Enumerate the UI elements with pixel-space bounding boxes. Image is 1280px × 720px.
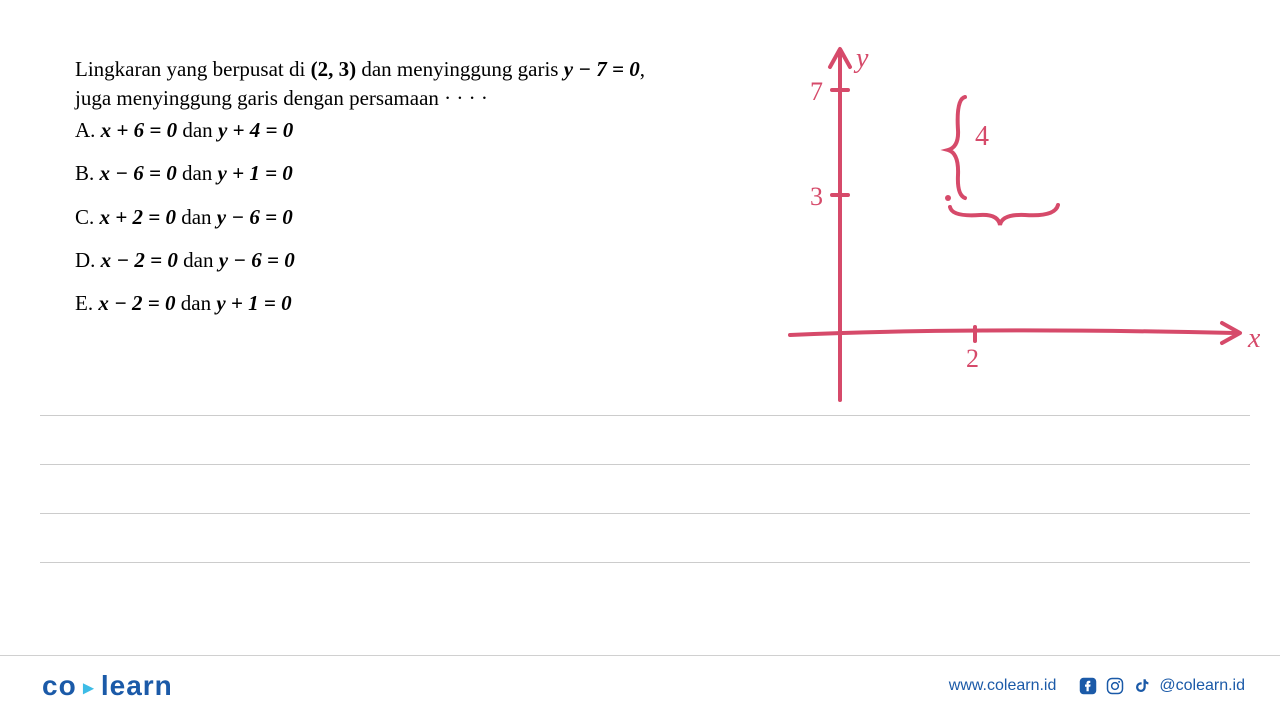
sketch-svg: y x 7 3 2 4 bbox=[770, 35, 1260, 415]
center-dot bbox=[945, 195, 951, 201]
opt-c-eq1: x + 2 = 0 bbox=[100, 205, 176, 229]
footer-url: www.colearn.id bbox=[949, 677, 1057, 695]
brand-logo: co ▸ learn bbox=[42, 670, 173, 702]
opt-c-label: C. bbox=[75, 205, 100, 229]
option-a: A. x + 6 = 0 dan y + 4 = 0 bbox=[75, 116, 755, 145]
rule-line bbox=[40, 562, 1250, 563]
opt-a-label: A. bbox=[75, 118, 101, 142]
opt-d-label: D. bbox=[75, 248, 101, 272]
social-icons: @colearn.id bbox=[1078, 676, 1245, 696]
question-text: Lingkaran yang berpusat di (2, 3) dan me… bbox=[75, 55, 755, 114]
curly-brace-horizontal bbox=[950, 205, 1058, 225]
curly-brace-vertical bbox=[948, 97, 965, 198]
opt-a-eq2: y + 4 = 0 bbox=[218, 118, 293, 142]
opt-c-conj: dan bbox=[176, 205, 217, 229]
label-7: 7 bbox=[810, 77, 823, 106]
opt-b-conj: dan bbox=[177, 161, 218, 185]
opt-b-eq2: y + 1 = 0 bbox=[218, 161, 293, 185]
q-line1-mid: dan menyinggung garis bbox=[356, 57, 564, 81]
logo-co: co bbox=[42, 670, 77, 701]
option-c: C. x + 2 = 0 dan y − 6 = 0 bbox=[75, 203, 755, 232]
writing-lines bbox=[40, 415, 1250, 611]
label-4: 4 bbox=[975, 121, 989, 152]
footer-handle: @colearn.id bbox=[1159, 677, 1245, 695]
option-e: E. x − 2 = 0 dan y + 1 = 0 bbox=[75, 289, 755, 318]
logo-learn: learn bbox=[101, 670, 173, 701]
label-3: 3 bbox=[810, 182, 823, 211]
q-line1-pre: Lingkaran yang berpusat di bbox=[75, 57, 311, 81]
opt-b-eq1: x − 6 = 0 bbox=[100, 161, 177, 185]
x-axis bbox=[790, 330, 1235, 335]
q-point: (2, 3) bbox=[311, 57, 357, 81]
opt-a-conj: dan bbox=[177, 118, 218, 142]
opt-e-conj: dan bbox=[176, 291, 217, 315]
opt-d-eq1: x − 2 = 0 bbox=[101, 248, 178, 272]
opt-e-eq1: x − 2 = 0 bbox=[98, 291, 175, 315]
opt-d-eq2: y − 6 = 0 bbox=[219, 248, 295, 272]
opt-e-label: E. bbox=[75, 291, 98, 315]
option-b: B. x − 6 = 0 dan y + 1 = 0 bbox=[75, 159, 755, 188]
opt-a-eq1: x + 6 = 0 bbox=[101, 118, 177, 142]
label-2: 2 bbox=[966, 344, 979, 373]
x-axis-label: x bbox=[1247, 323, 1260, 354]
rule-line bbox=[40, 415, 1250, 416]
tiktok-icon bbox=[1132, 676, 1152, 696]
question-block: Lingkaran yang berpusat di (2, 3) dan me… bbox=[75, 55, 755, 319]
opt-c-eq2: y − 6 = 0 bbox=[217, 205, 293, 229]
opt-d-conj: dan bbox=[178, 248, 219, 272]
rule-line bbox=[40, 464, 1250, 465]
footer: co ▸ learn www.colearn.id @colearn.id bbox=[0, 655, 1280, 702]
q-line1-post: , bbox=[640, 57, 645, 81]
instagram-icon bbox=[1105, 676, 1125, 696]
option-d: D. x − 2 = 0 dan y − 6 = 0 bbox=[75, 246, 755, 275]
opt-b-label: B. bbox=[75, 161, 100, 185]
opt-e-eq2: y + 1 = 0 bbox=[216, 291, 291, 315]
y-axis-label: y bbox=[853, 43, 869, 74]
facebook-icon bbox=[1078, 676, 1098, 696]
rule-line bbox=[40, 513, 1250, 514]
footer-right: www.colearn.id @colearn.id bbox=[949, 676, 1245, 696]
q-line2: juga menyinggung garis dengan persamaan … bbox=[75, 86, 488, 110]
sketch-diagram: y x 7 3 2 4 bbox=[770, 35, 1260, 415]
logo-dot-icon: ▸ bbox=[77, 677, 101, 699]
q-eq: y − 7 = 0 bbox=[564, 57, 640, 81]
